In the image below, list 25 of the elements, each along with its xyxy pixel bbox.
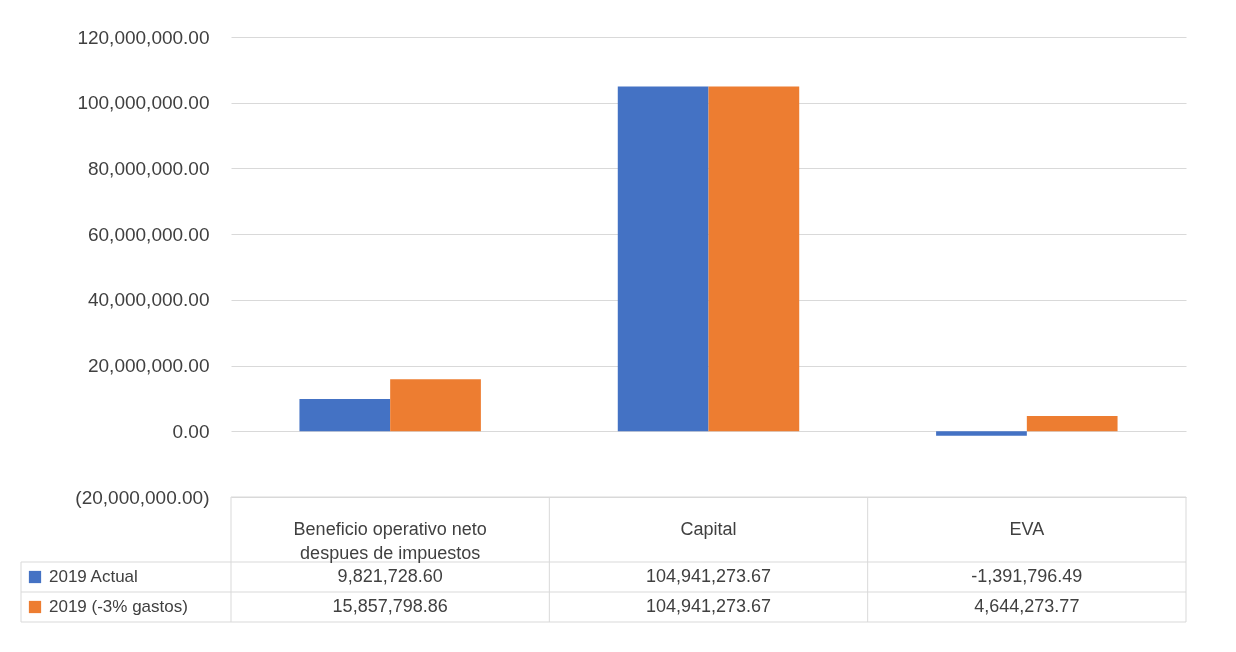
y-tick-label: 120,000,000.00	[77, 26, 210, 48]
bar	[1026, 416, 1118, 432]
y-tick-label: 40,000,000.00	[87, 289, 210, 311]
y-tick-label: (20,000,000.00)	[75, 486, 210, 508]
bar	[390, 379, 481, 432]
legend-label: 2019 Actual	[49, 567, 138, 586]
bar	[299, 399, 391, 432]
data-label: 9,821,728.60	[337, 566, 443, 586]
bar	[936, 431, 1027, 436]
y-tick-label: 80,000,000.00	[87, 157, 210, 179]
bar	[617, 86, 709, 432]
x-tick-label: EVA	[1009, 518, 1045, 539]
x-tick-label: Capital	[680, 518, 737, 539]
y-tick-label: 60,000,000.00	[87, 223, 210, 245]
y-tick-label: 20,000,000.00	[87, 355, 210, 377]
x-tick-label: Beneficio operativo neto despues de impuestos	[293, 518, 487, 563]
y-tick-label: 0.00	[172, 420, 210, 442]
bar	[708, 86, 800, 432]
legend-label: 2019 (-3% gastos)	[49, 597, 188, 616]
data-label: 104,941,273.67	[645, 596, 772, 616]
data-label: 4,644,273.77	[974, 596, 1080, 616]
y-tick-label: 100,000,000.00	[77, 92, 210, 114]
data-label: -1,391,796.49	[971, 566, 1083, 586]
data-label: 15,857,798.86	[332, 596, 448, 616]
data-label: 104,941,273.67	[645, 566, 772, 586]
